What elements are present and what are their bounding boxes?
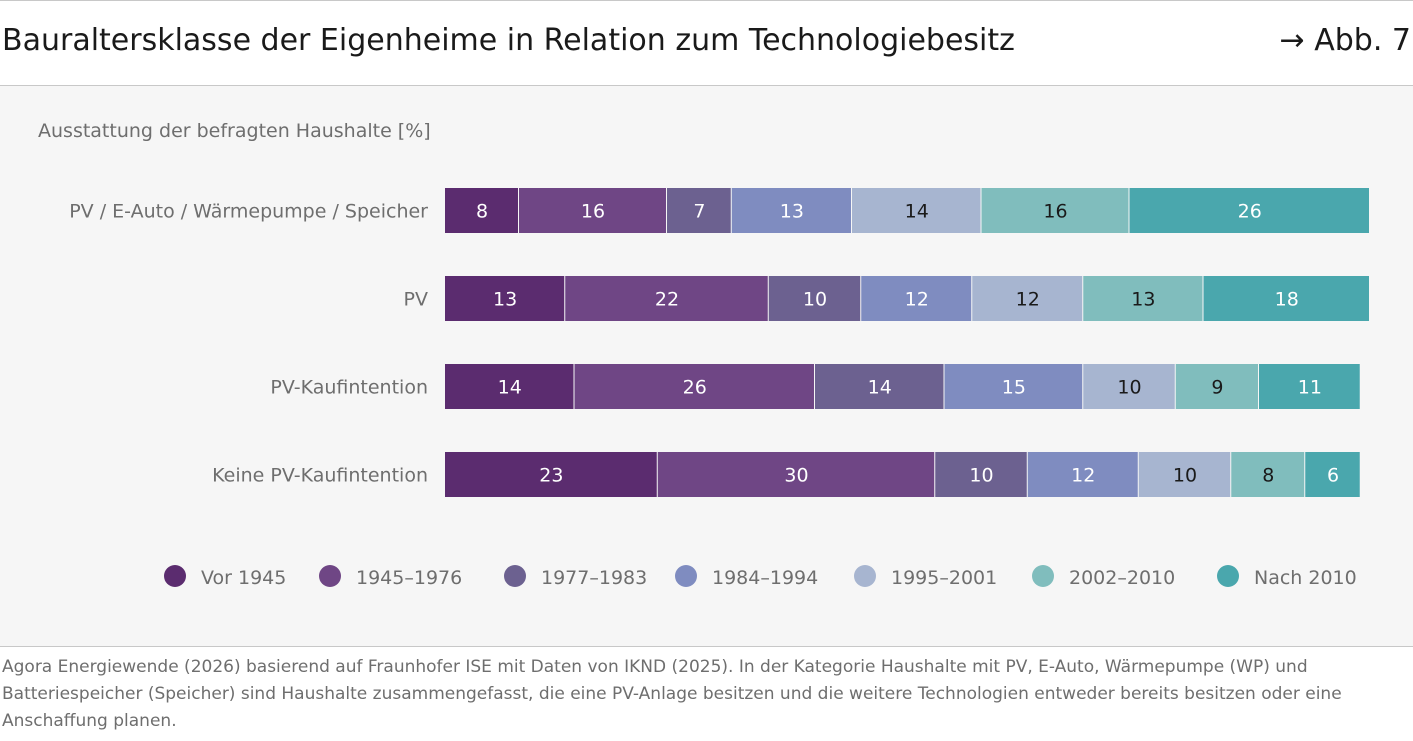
bar-segment: [667, 188, 731, 233]
bar-value-label: 10: [969, 465, 993, 487]
bar-segment: [731, 188, 851, 233]
bar-value-label: 16: [581, 201, 605, 223]
bar-value-label: 10: [1117, 377, 1141, 399]
bar-segment: [445, 188, 518, 233]
bar-segment: [519, 188, 666, 233]
legend-label: 1945–1976: [356, 567, 462, 589]
bar-value-label: 11: [1298, 377, 1322, 399]
bar-segment: [815, 364, 944, 409]
bar-value-label: 26: [683, 377, 707, 399]
bar-value-label: 7: [693, 201, 705, 223]
bar-value-label: 10: [1173, 465, 1197, 487]
bar-segment: [1129, 188, 1369, 233]
bar-segment: [1175, 364, 1258, 409]
bar-segment: [768, 276, 861, 321]
legend-label: 2002–2010: [1069, 567, 1175, 589]
bar-value-label: 16: [1043, 201, 1067, 223]
bar-value-label: 13: [493, 289, 517, 311]
bar-segment: [445, 276, 565, 321]
category-label: PV: [404, 289, 428, 311]
bar-segment: [1259, 364, 1360, 409]
chart-header: Bauraltersklasse der Eigenheime in Relat…: [0, 1, 1413, 86]
bar-segment: [445, 364, 574, 409]
legend-marker: [504, 565, 526, 587]
bar-segment: [1305, 452, 1360, 497]
bar-value-label: 10: [803, 289, 827, 311]
bar-value-label: 22: [655, 289, 679, 311]
bar-value-label: 13: [1131, 289, 1155, 311]
bar-segment: [1083, 276, 1203, 321]
legend-marker: [319, 565, 341, 587]
bar-segment: [445, 452, 657, 497]
bar-segment: [944, 364, 1083, 409]
bar-segment: [657, 452, 935, 497]
legend-marker: [854, 565, 876, 587]
chart-subtitle: Ausstattung der befragten Haushalte [%]: [38, 120, 431, 142]
bar-value-label: 18: [1275, 289, 1299, 311]
bar-value-label: 23: [539, 465, 563, 487]
bar-segment: [861, 276, 972, 321]
legend-marker: [1217, 565, 1239, 587]
legend-label: 1977–1983: [541, 567, 647, 589]
bar-value-label: 8: [1262, 465, 1274, 487]
bar-value-label: 8: [476, 201, 488, 223]
legend-label: Vor 1945: [201, 567, 286, 589]
bar-segment: [1027, 452, 1138, 497]
bar-value-label: 15: [1002, 377, 1026, 399]
bar-value-label: 30: [784, 465, 808, 487]
bar-value-label: 14: [905, 201, 929, 223]
bar-value-label: 26: [1238, 201, 1262, 223]
bar-value-label: 6: [1327, 465, 1339, 487]
bar-value-label: 9: [1211, 377, 1223, 399]
category-label: Keine PV-Kaufintention: [212, 465, 428, 487]
legend-marker: [164, 565, 186, 587]
bar-value-label: 12: [1016, 289, 1040, 311]
legend-label: Nach 2010: [1254, 567, 1357, 589]
chart-panel: Ausstattung der befragten Haushalte [%] …: [0, 86, 1413, 647]
legend-label: 1995–2001: [891, 567, 997, 589]
legend-label: 1984–1994: [712, 567, 818, 589]
bar-value-label: 12: [905, 289, 929, 311]
bar-segment: [935, 452, 1027, 497]
category-label: PV-Kaufintention: [270, 377, 428, 399]
bar-segment: [1138, 452, 1231, 497]
bar-value-label: 14: [868, 377, 892, 399]
legend-marker: [1032, 565, 1054, 587]
bar-segment: [972, 276, 1083, 321]
chart-title: Bauraltersklasse der Eigenheime in Relat…: [2, 23, 1015, 58]
bar-segment: [1083, 364, 1175, 409]
bar-value-label: 12: [1071, 465, 1095, 487]
bar-segment: [565, 276, 768, 321]
category-label: PV / E-Auto / Wärmepumpe / Speicher: [69, 201, 428, 223]
bar-segment: [852, 188, 981, 233]
legend-marker: [675, 565, 697, 587]
top-rule: [0, 0, 1413, 1]
bar-value-label: 13: [780, 201, 804, 223]
bar-value-label: 14: [498, 377, 522, 399]
bar-segment: [981, 188, 1129, 233]
stacked-bar-chart: PV / E-Auto / Wärmepumpe / Speicher 8 16 7 1…: [69, 188, 1369, 589]
figure-reference-link[interactable]: → Abb. 7: [1279, 23, 1411, 58]
bar-segment: [574, 364, 814, 409]
bar-segment: [1231, 452, 1305, 497]
source-note: Agora Energiewende (2026) basierend auf …: [2, 657, 1342, 731]
bar-segment: [1203, 276, 1369, 321]
